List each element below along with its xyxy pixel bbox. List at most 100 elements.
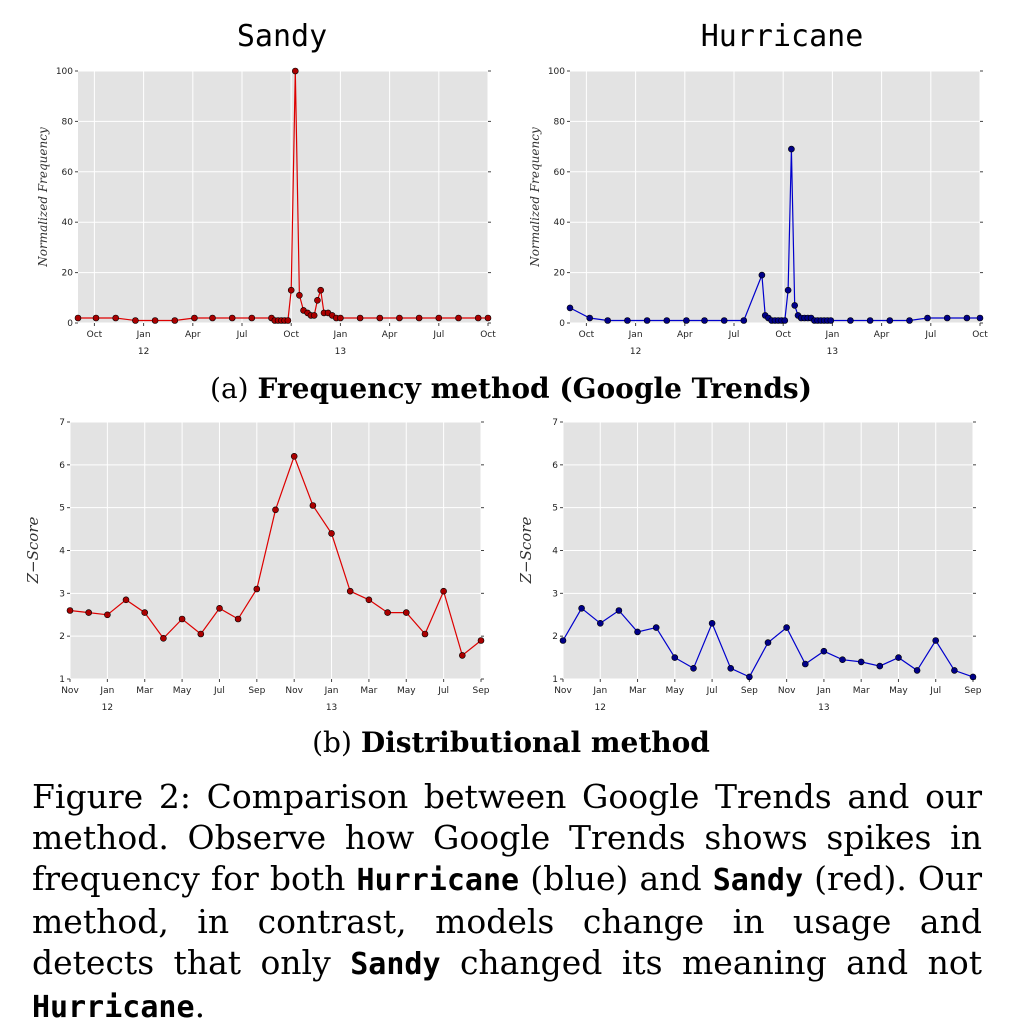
x-tick-label: Oct xyxy=(579,330,595,340)
data-point xyxy=(328,530,335,537)
data-point xyxy=(801,660,809,668)
x-tick-label: Sep xyxy=(741,686,758,696)
data-point xyxy=(559,637,567,644)
x-tick-label: Sep xyxy=(473,686,490,696)
subcaption-b-label: (b) xyxy=(312,726,352,759)
data-point xyxy=(701,317,708,324)
x-year-label: 13 xyxy=(818,703,829,713)
x-tick-label: Jul xyxy=(432,330,444,340)
data-point xyxy=(963,314,971,322)
y-tick-label: 3 xyxy=(59,589,65,599)
data-point xyxy=(578,604,585,612)
caption-word-sandy-2: Sandy xyxy=(350,947,441,982)
data-point xyxy=(458,652,466,659)
x-year-label: 12 xyxy=(630,347,641,357)
x-tick-label: Apr xyxy=(185,330,201,340)
data-point xyxy=(122,596,130,604)
data-point xyxy=(384,609,391,616)
x-year-label: 13 xyxy=(326,703,337,713)
chart-title: Hurricane xyxy=(701,19,864,54)
panel-hurricane-frequency: Hurricane 0 20 40 60 80 100 Oct Jan Apr Jul Oct Jan A… xyxy=(528,19,988,357)
x-tick-label: Sep xyxy=(248,686,265,696)
y-axis-label: Z−Score xyxy=(517,517,535,585)
x-tick-label: May xyxy=(173,686,192,696)
data-point xyxy=(604,317,612,324)
x-tick-label: May xyxy=(889,686,908,696)
y-tick-label: 1 xyxy=(552,675,558,685)
y-tick-label: 40 xyxy=(62,218,74,228)
data-point xyxy=(234,615,242,623)
x-tick-label: Nov xyxy=(778,686,796,696)
y-tick-label: 1 xyxy=(59,675,65,685)
data-point xyxy=(290,452,298,460)
y-tick-label: 100 xyxy=(56,67,73,77)
data-point xyxy=(284,317,292,324)
data-point xyxy=(92,314,100,322)
x-tick-label: Nov xyxy=(554,686,572,696)
x-year-label: 12 xyxy=(595,703,606,713)
x-tick-label: Nov xyxy=(285,686,303,696)
subcaption-a-title: Frequency method (Google Trends) xyxy=(257,372,811,405)
x-tick-label: Jan xyxy=(332,330,347,340)
x-tick-label: Jan xyxy=(99,686,114,696)
data-point xyxy=(296,291,303,299)
data-point xyxy=(969,673,977,681)
x-tick-label: Nov xyxy=(61,686,79,696)
figure-caption: Figure 2: Comparison between Google Tren… xyxy=(32,776,982,1028)
panel-sandy-frequency: Sandy 0 20 40 60 80 100 Oct Jan Apr Jul Oct Jan Apr Ju… xyxy=(36,19,496,357)
caption-text-3: (red). Our method, in contrast, models c… xyxy=(32,859,983,982)
data-point xyxy=(216,604,223,612)
x-tick-label: Oct xyxy=(480,330,496,340)
data-point xyxy=(727,664,735,672)
x-tick-label: Mar xyxy=(360,686,377,696)
y-tick-label: 6 xyxy=(552,461,558,471)
y-tick-label: 40 xyxy=(554,218,566,228)
data-point xyxy=(66,607,74,614)
data-point xyxy=(477,637,485,644)
x-tick-label: Jul xyxy=(236,330,248,340)
data-point xyxy=(683,317,690,324)
data-point xyxy=(141,609,148,616)
y-axis-label: Z−Score xyxy=(24,517,42,585)
data-point xyxy=(440,587,447,595)
x-tick-label: Jul xyxy=(706,686,718,696)
y-tick-label: 2 xyxy=(59,632,65,642)
y-tick-label: 20 xyxy=(62,269,74,279)
data-point xyxy=(827,317,835,324)
x-year-label: 13 xyxy=(827,347,838,357)
data-point xyxy=(758,271,766,279)
data-point xyxy=(708,619,716,627)
data-point xyxy=(886,317,894,324)
data-point xyxy=(690,664,697,672)
y-tick-label: 100 xyxy=(548,67,565,77)
data-point xyxy=(663,317,671,324)
data-point xyxy=(781,317,789,324)
data-point xyxy=(566,304,574,312)
data-point xyxy=(876,662,884,670)
data-point xyxy=(643,317,651,324)
data-point xyxy=(895,654,902,661)
data-point xyxy=(317,286,325,294)
y-tick-label: 2 xyxy=(552,632,558,642)
data-point xyxy=(474,314,482,322)
data-point xyxy=(924,314,931,322)
x-year-label: 13 xyxy=(335,347,346,357)
chart-title: Sandy xyxy=(237,19,327,54)
data-point xyxy=(788,145,795,153)
caption-text-5: . xyxy=(194,986,206,1025)
data-point xyxy=(178,615,186,623)
data-point xyxy=(171,317,179,324)
data-point xyxy=(310,312,318,319)
data-point xyxy=(356,314,364,322)
data-point xyxy=(455,314,462,322)
caption-word-hurricane: Hurricane xyxy=(356,863,520,898)
data-point xyxy=(396,314,403,322)
y-tick-label: 7 xyxy=(552,418,558,428)
y-tick-label: 0 xyxy=(67,319,73,329)
data-point xyxy=(596,619,604,627)
data-point xyxy=(906,317,913,324)
data-point xyxy=(820,647,828,655)
data-point xyxy=(228,314,236,322)
y-tick-label: 60 xyxy=(62,168,74,178)
